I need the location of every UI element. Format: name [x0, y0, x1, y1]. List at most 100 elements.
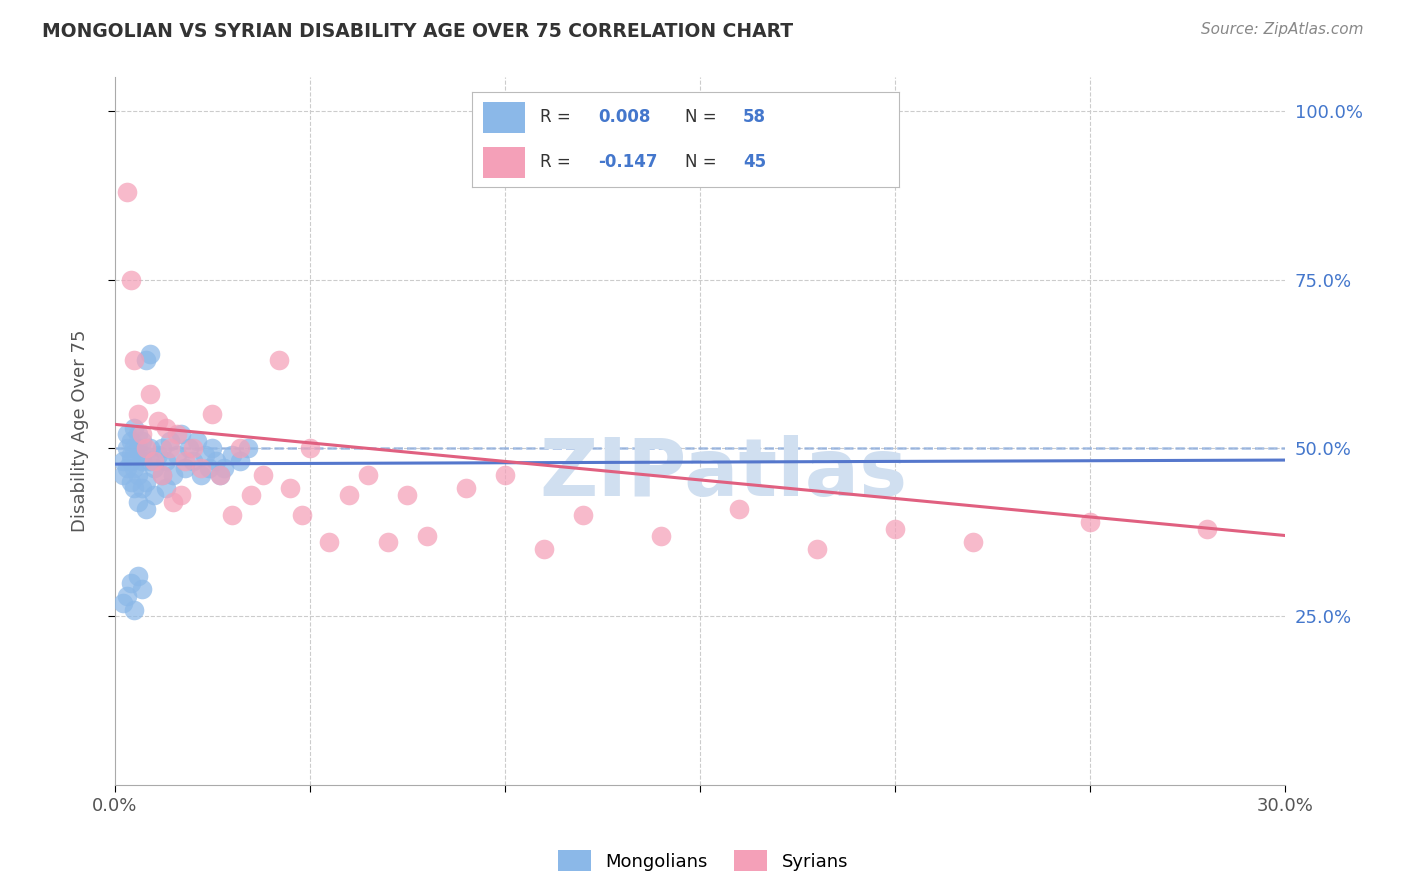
Point: [318, 535, 340, 549]
Point: [131, 454, 153, 468]
Point: [229, 454, 252, 468]
Point: [162, 467, 184, 482]
Point: [377, 535, 399, 549]
Point: [166, 448, 188, 462]
Point: [115, 461, 138, 475]
Point: [194, 448, 217, 462]
Point: [127, 427, 149, 442]
Y-axis label: Disability Age Over 75: Disability Age Over 75: [72, 330, 89, 533]
Point: [174, 461, 197, 475]
Point: [209, 467, 232, 482]
Point: [229, 441, 252, 455]
Point: [127, 467, 149, 482]
Point: [124, 441, 146, 455]
Point: [111, 467, 134, 482]
Point: [150, 467, 173, 482]
Point: [131, 481, 153, 495]
Point: [150, 441, 173, 455]
Point: [236, 441, 259, 455]
Point: [135, 353, 157, 368]
Point: [115, 185, 138, 199]
Point: [115, 427, 138, 442]
Text: Source: ZipAtlas.com: Source: ZipAtlas.com: [1201, 22, 1364, 37]
Point: [155, 421, 177, 435]
Point: [298, 441, 321, 455]
Point: [806, 541, 828, 556]
Point: [127, 569, 149, 583]
Point: [212, 461, 235, 475]
Point: [120, 454, 142, 468]
Point: [650, 528, 672, 542]
Point: [155, 454, 177, 468]
Point: [337, 488, 360, 502]
Point: [139, 454, 162, 468]
Point: [533, 541, 555, 556]
Point: [201, 441, 224, 455]
Point: [280, 481, 302, 495]
Point: [127, 407, 149, 421]
Point: [240, 488, 263, 502]
Point: [396, 488, 419, 502]
Point: [181, 454, 204, 468]
Point: [221, 508, 243, 523]
Point: [205, 454, 228, 468]
Point: [291, 508, 314, 523]
Point: [135, 501, 157, 516]
Point: [159, 441, 181, 455]
Point: [181, 441, 204, 455]
Point: [127, 441, 149, 455]
Point: [120, 575, 142, 590]
Point: [177, 441, 200, 455]
Point: [146, 414, 169, 428]
Point: [139, 346, 162, 360]
Point: [135, 475, 157, 489]
Point: [494, 467, 516, 482]
Point: [252, 467, 274, 482]
Point: [201, 407, 224, 421]
Point: [131, 448, 153, 462]
Point: [131, 434, 153, 449]
Point: [120, 448, 142, 462]
Point: [190, 461, 212, 475]
Point: [962, 535, 984, 549]
Legend: Mongolians, Syrians: Mongolians, Syrians: [551, 843, 855, 879]
Point: [142, 454, 165, 468]
Point: [111, 596, 134, 610]
Point: [111, 454, 134, 468]
Point: [127, 495, 149, 509]
Point: [142, 488, 165, 502]
Point: [197, 461, 219, 475]
Point: [166, 427, 188, 442]
Point: [884, 522, 907, 536]
Point: [159, 434, 181, 449]
Point: [162, 495, 184, 509]
Point: [115, 589, 138, 603]
Text: MONGOLIAN VS SYRIAN DISABILITY AGE OVER 75 CORRELATION CHART: MONGOLIAN VS SYRIAN DISABILITY AGE OVER …: [42, 22, 793, 41]
Text: ZIPatlas: ZIPatlas: [540, 434, 908, 513]
Point: [190, 467, 212, 482]
Point: [142, 461, 165, 475]
Point: [120, 434, 142, 449]
Point: [124, 421, 146, 435]
Point: [146, 448, 169, 462]
Point: [120, 475, 142, 489]
Point: [124, 461, 146, 475]
Point: [131, 582, 153, 597]
Point: [139, 387, 162, 401]
Point: [357, 467, 380, 482]
Point: [120, 272, 142, 286]
Point: [1078, 515, 1101, 529]
Point: [572, 508, 595, 523]
Point: [170, 427, 193, 442]
Point: [170, 488, 193, 502]
Point: [124, 353, 146, 368]
Point: [416, 528, 439, 542]
Point: [135, 441, 157, 455]
Point: [124, 602, 146, 616]
Point: [124, 481, 146, 495]
Point: [728, 501, 751, 516]
Point: [150, 467, 173, 482]
Point: [221, 448, 243, 462]
Point: [186, 434, 208, 449]
Point: [139, 441, 162, 455]
